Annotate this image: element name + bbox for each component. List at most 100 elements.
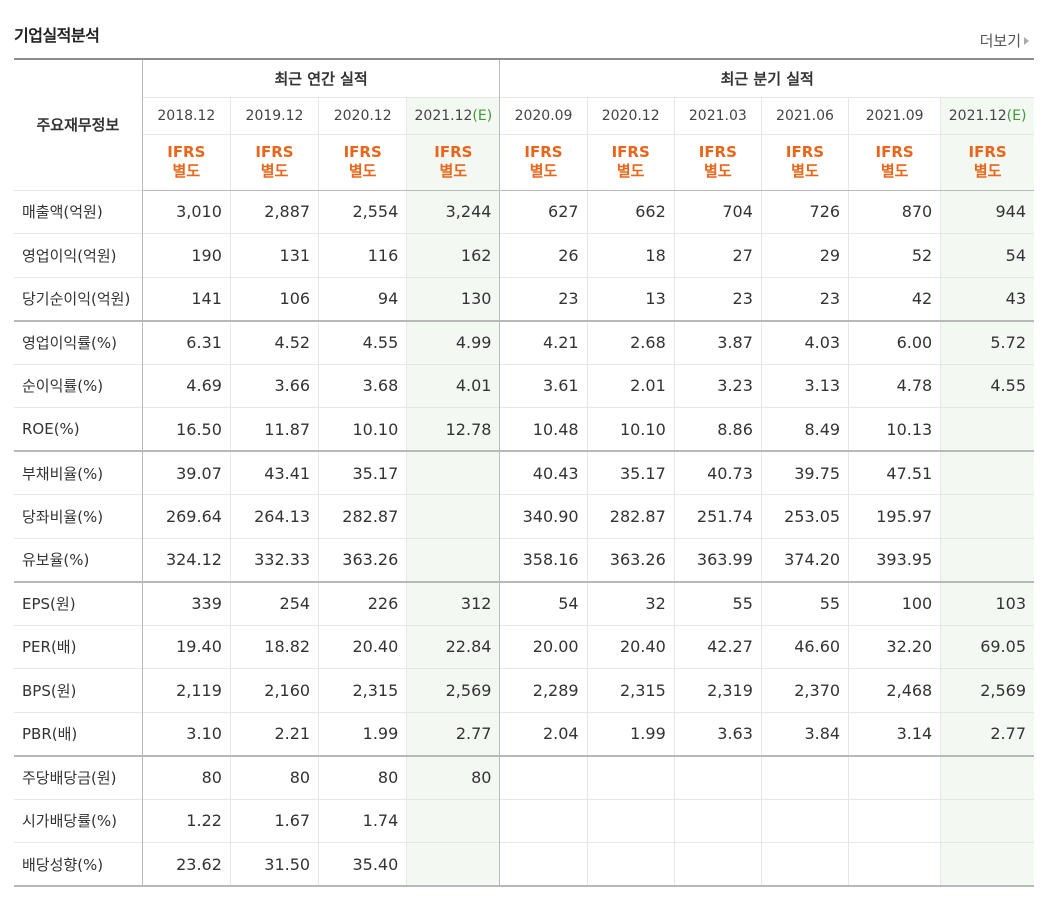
period-date: 2021.12 [414, 107, 473, 124]
more-label: 더보기 [979, 32, 1021, 50]
accounting-type-header: IFRS 별도 [673, 133, 762, 191]
table-cell: 106 [229, 276, 319, 321]
table-cell: 4.99 [406, 319, 500, 364]
table-cell: 363.99 [673, 537, 762, 582]
table-cell: 1.99 [586, 711, 675, 756]
table-cell: 282.87 [586, 494, 675, 538]
table-cell [940, 798, 1034, 843]
table-row: 영업이익(억원) 190 131 116 162 26 18 27 29 52 54 [14, 233, 1034, 277]
row-label: 당기순이익(억원) [14, 276, 143, 321]
period-date-header: 2021.06 [760, 96, 849, 134]
table-cell: 103 [940, 580, 1034, 625]
row-label: 영업이익률(%) [14, 319, 143, 364]
table-cell: 3,010 [141, 189, 231, 234]
table-cell: 10.13 [848, 407, 941, 451]
period-date: 2018.12 [157, 107, 216, 124]
table-cell: 29 [760, 233, 849, 277]
table-row: 유보율(%) 324.12 332.33 363.26 358.16 363.26 363.… [14, 537, 1034, 582]
table-cell: 141 [141, 276, 231, 321]
table-cell [940, 754, 1034, 799]
table-cell: 27 [673, 233, 762, 277]
table-cell: 2,887 [229, 189, 319, 234]
section-title: 기업실적분석 [14, 26, 100, 45]
accounting-type-header: IFRS 별도 [142, 133, 231, 191]
table-cell: 358.16 [499, 537, 588, 582]
table-cell: 4.01 [406, 363, 500, 408]
table-cell: 20.40 [318, 624, 407, 669]
table-cell: 10.10 [318, 407, 407, 451]
table-cell: 312 [406, 580, 500, 625]
table-cell: 264.13 [229, 494, 319, 538]
accounting-type-header: IFRS 별도 [229, 133, 319, 191]
table-cell [940, 842, 1034, 887]
table-cell: 10.48 [499, 407, 588, 451]
statement-type: 별도 [704, 162, 732, 180]
table-cell: 39.07 [141, 450, 231, 495]
table-cell: 42.27 [673, 624, 762, 669]
group-header-row: 주요재무정보 최근 연간 실적 최근 분기 실적 [14, 58, 1034, 190]
table-cell: 4.55 [318, 319, 407, 364]
accounting-type-header: IFRS 별도 [586, 133, 675, 191]
period-date: 2021.12 [948, 107, 1007, 124]
table-cell: 69.05 [940, 624, 1034, 669]
table-cell: 2,569 [406, 668, 500, 712]
row-label: 배당성향(%) [14, 842, 143, 887]
table-cell: 2,319 [673, 668, 762, 712]
table-cell: 35.17 [318, 450, 407, 495]
row-label: 유보율(%) [14, 537, 143, 582]
table-cell: 195.97 [848, 494, 941, 538]
table-row: 영업이익률(%) 6.31 4.52 4.55 4.99 4.21 2.68 3.87 4.03… [14, 319, 1034, 364]
period-date-header: 2021.03 [673, 96, 762, 134]
table-cell: 11.87 [229, 407, 319, 451]
table-cell: 627 [499, 189, 588, 234]
statement-type: 별도 [260, 162, 289, 180]
table-cell: 26 [499, 233, 588, 277]
row-label: 시가배당률(%) [14, 798, 143, 843]
table-cell: 32 [586, 580, 675, 625]
table-row: EPS(원) 339 254 226 312 54 32 55 55 100 103 [14, 580, 1034, 625]
row-label: EPS(원) [14, 580, 143, 625]
table-cell: 23 [760, 276, 849, 321]
period-date: 2021.03 [688, 107, 747, 124]
accounting-type-header: IFRS 별도 [406, 133, 500, 191]
more-link[interactable]: 더보기 [980, 30, 1029, 51]
table-cell: 2.04 [499, 711, 588, 756]
table-cell [848, 798, 941, 843]
period-date: 2020.12 [601, 107, 660, 124]
table-cell: 3,244 [406, 189, 500, 234]
table-cell: 2,315 [586, 668, 675, 712]
period-date-header: 2021.12(E) [406, 96, 500, 134]
table-cell: 22.84 [406, 624, 500, 669]
table-cell: 5.72 [940, 319, 1034, 364]
table-cell: 8.86 [673, 407, 762, 451]
financial-summary-table: 주요재무정보 최근 연간 실적 최근 분기 실적 2018.12 2019.12 2… [14, 58, 1034, 887]
table-cell: 253.05 [760, 494, 849, 538]
table-cell: 52 [848, 233, 941, 277]
table-cell: 3.10 [141, 711, 231, 756]
table-cell: 18 [586, 233, 675, 277]
estimate-mark: (E) [472, 107, 493, 124]
group-annual-header: 최근 연간 실적 [141, 58, 500, 97]
table-cell: 4.78 [848, 363, 941, 408]
table-cell [940, 494, 1034, 538]
table-cell: 324.12 [141, 537, 231, 582]
table-cell: 18.82 [229, 624, 319, 669]
row-header-title: 주요재무정보 [14, 58, 143, 190]
table-cell: 42 [848, 276, 941, 321]
table-cell: 116 [318, 233, 407, 277]
period-date-header: 2020.09 [499, 96, 588, 134]
table-cell: 332.33 [229, 537, 319, 582]
table-cell [940, 537, 1034, 582]
table-cell: 3.63 [673, 711, 762, 756]
period-date-header: 2021.09 [848, 96, 941, 134]
table-cell: 2,370 [760, 668, 849, 712]
table-row: 순이익률(%) 4.69 3.66 3.68 4.01 3.61 2.01 3.23 3.13 4… [14, 363, 1034, 408]
table-cell: 3.84 [760, 711, 849, 756]
table-cell: 54 [499, 580, 588, 625]
table-row: 당좌비율(%) 269.64 264.13 282.87 340.90 282.87 251… [14, 494, 1034, 538]
accounting-standard: IFRS [698, 143, 737, 161]
statement-type: 별도 [616, 162, 645, 180]
table-cell: 1.99 [318, 711, 407, 756]
group-quarter-header: 최근 분기 실적 [499, 58, 1034, 97]
accounting-standard: IFRS [167, 143, 206, 161]
